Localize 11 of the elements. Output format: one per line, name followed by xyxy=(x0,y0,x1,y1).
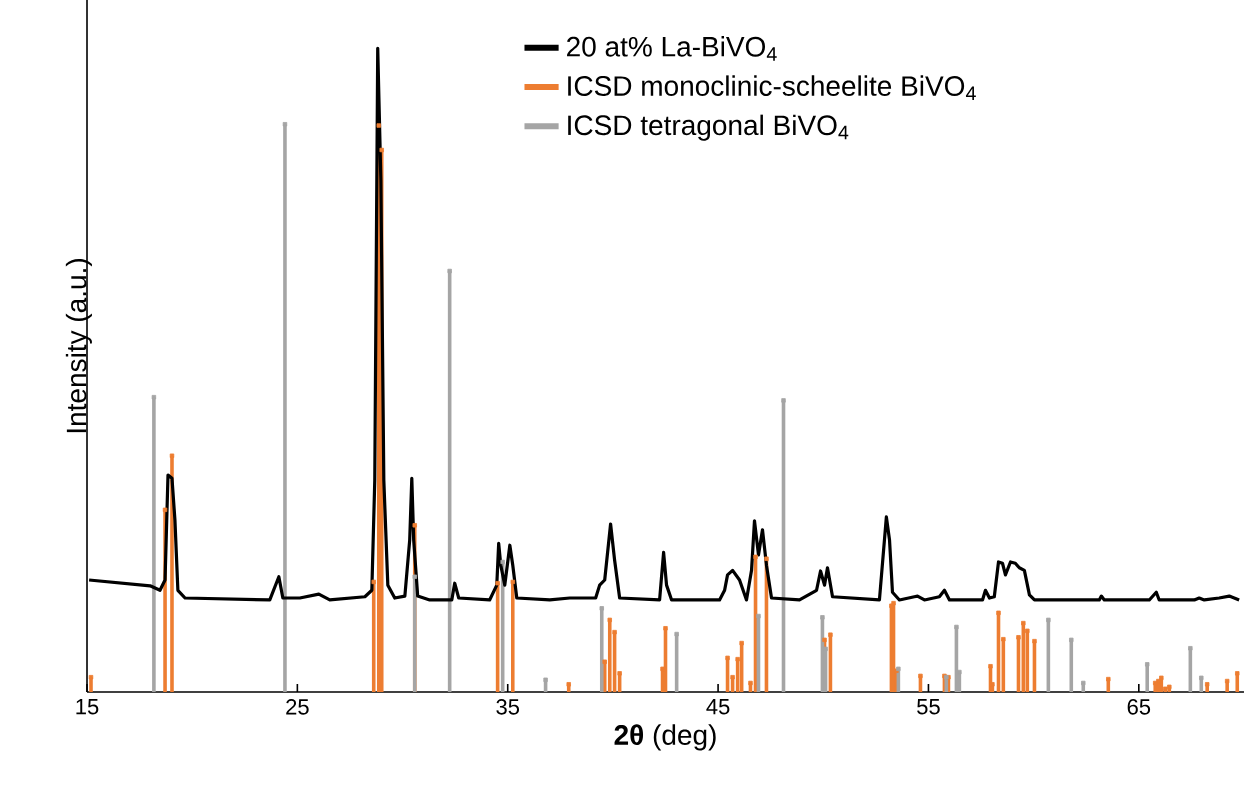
x-tick-label: 15 xyxy=(76,699,99,715)
x-tick-label: 35 xyxy=(496,699,520,715)
x-axis-title: 2θ (deg) xyxy=(614,724,716,751)
legend-label: ICSD monoclinic-scheelite BiVO$_{4}$ xyxy=(568,75,976,100)
legend-label: 20 at% La-BiVO$_{4}$ xyxy=(567,36,777,61)
y-axis-title: Intensity (a.u.) xyxy=(65,259,92,433)
x-tick-label: 25 xyxy=(286,699,309,715)
x-tick-label: 65 xyxy=(1127,699,1151,715)
x-tick-label: 45 xyxy=(706,699,730,715)
x-tick-label: 55 xyxy=(917,699,940,715)
legend-label: ICSD tetragonal BiVO$_{4}$ xyxy=(568,114,849,141)
